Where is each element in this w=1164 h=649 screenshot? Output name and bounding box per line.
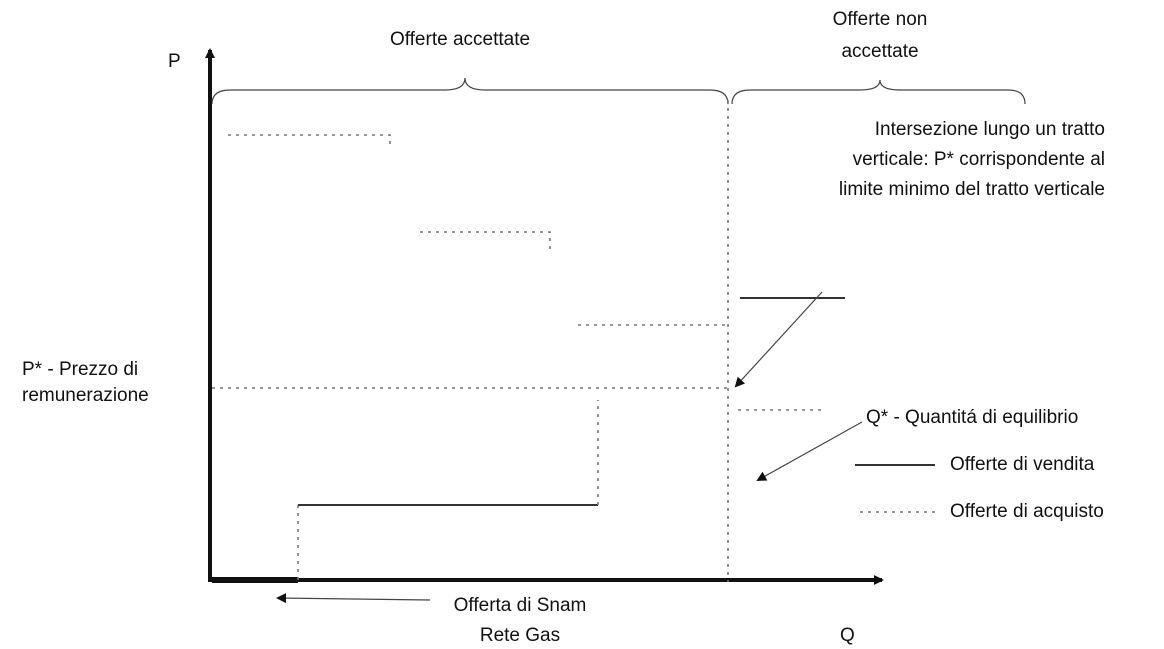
y-label: P (168, 51, 181, 72)
brace-label: Offerte non (833, 9, 928, 30)
annotation: verticale: P* corrispondente al (853, 149, 1105, 170)
annotation: Offerta di Snam (454, 595, 587, 616)
annotation: remunerazione (22, 385, 149, 406)
arrow (276, 593, 431, 604)
brace-not-accepted (731, 79, 1026, 105)
brace-accepted (211, 77, 729, 105)
annotation: Intersezione lungo un tratto (875, 119, 1105, 140)
legend-entry: Offerte di vendita (950, 454, 1095, 475)
brace-label: Offerte accettate (390, 29, 530, 50)
buy-step (228, 134, 391, 148)
brace-label: accettate (841, 41, 918, 62)
buy-step (420, 231, 551, 250)
legend-entry: Offerte di acquisto (950, 501, 1104, 522)
arrow (756, 421, 863, 481)
annotation: limite minimo del tratto verticale (839, 179, 1105, 200)
annotation: P* - Prezzo di (22, 359, 138, 380)
annotation: Rete Gas (480, 625, 560, 646)
annotation: Q* - Quantitá di equilibrio (866, 407, 1078, 428)
arrow (734, 291, 823, 388)
x-label: Q (840, 625, 855, 646)
